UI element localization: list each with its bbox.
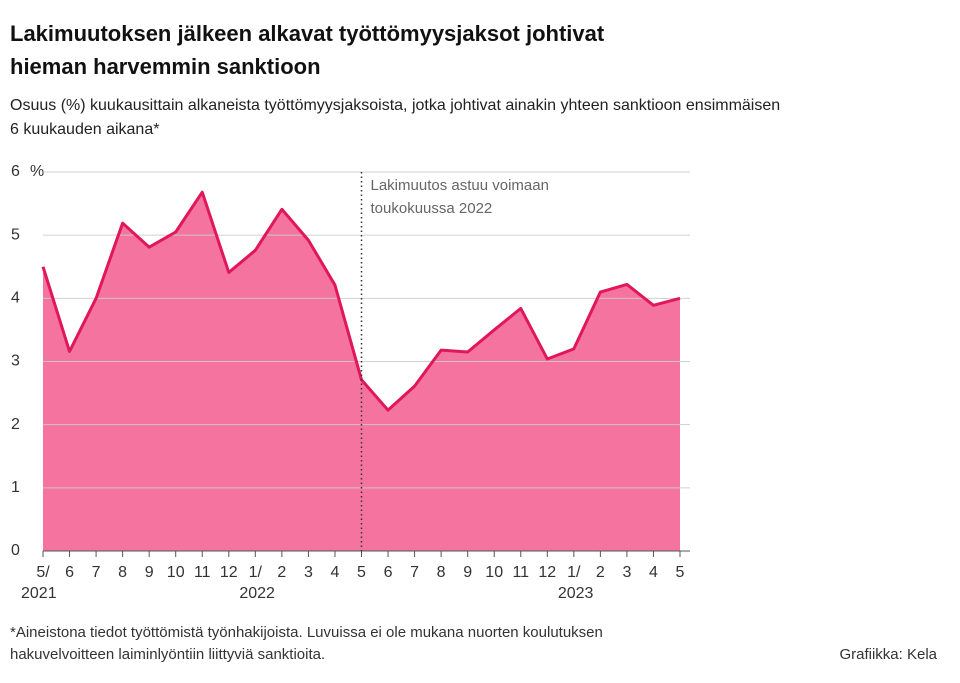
x-tick-label: 4	[649, 564, 658, 581]
x-tick-label: 3	[304, 564, 313, 581]
x-tick-label: 5	[676, 564, 685, 581]
x-tick-label: 5/	[36, 564, 50, 581]
x-tick-label: 11	[512, 564, 529, 581]
y-tick-label: 3	[11, 353, 20, 370]
x-tick-label: 7	[410, 564, 419, 581]
y-unit: %	[30, 163, 44, 180]
x-tick-label: 10	[167, 564, 185, 581]
annotation-text: toukokuussa 2022	[371, 200, 493, 217]
x-year-label: 2023	[558, 585, 594, 602]
x-tick-label: 7	[92, 564, 101, 581]
subtitle: Osuus (%) kuukausittain alkaneista tyött…	[10, 97, 780, 114]
area	[43, 192, 680, 552]
x-tick-label: 2	[596, 564, 605, 581]
x-tick-label: 12	[538, 564, 556, 581]
chart-title: Lakimuutoksen jälkeen alkavat työttömyys…	[10, 21, 605, 46]
x-year-label: 2022	[239, 585, 275, 602]
y-tick-label: 6	[11, 163, 20, 180]
x-tick-label: 9	[145, 564, 154, 581]
x-tick-label: 1/	[249, 564, 263, 581]
x-tick-label: 10	[485, 564, 503, 581]
x-tick-label: 3	[622, 564, 631, 581]
footnote: hakuvelvoitteen laiminlyöntiin liittyviä…	[10, 646, 325, 663]
y-tick-label: 4	[11, 290, 20, 307]
x-tick-label: 4	[331, 564, 340, 581]
x-tick-label: 6	[65, 564, 74, 581]
annotation-text: Lakimuutos astuu voimaan	[371, 177, 549, 194]
y-tick-label: 2	[11, 416, 20, 433]
x-tick-label: 9	[463, 564, 472, 581]
x-year-label: 2021	[21, 585, 57, 602]
x-tick-label: 11	[194, 564, 211, 581]
x-tick-label: 12	[220, 564, 238, 581]
x-tick-label: 8	[437, 564, 446, 581]
x-tick-label: 8	[118, 564, 127, 581]
credit: Grafiikka: Kela	[839, 646, 937, 663]
x-tick-label: 6	[384, 564, 393, 581]
subtitle: 6 kuukauden aikana*	[10, 121, 159, 138]
y-tick-label: 1	[11, 479, 20, 496]
y-tick-label: 5	[11, 226, 20, 243]
x-tick-label: 5	[357, 564, 366, 581]
footnote: *Aineistona tiedot työttömistä työnhakij…	[10, 624, 603, 641]
y-tick-label: 0	[11, 542, 20, 559]
x-tick-label: 2	[277, 564, 286, 581]
chart-title: hieman harvemmin sanktioon	[10, 54, 321, 79]
x-tick-label: 1/	[567, 564, 581, 581]
